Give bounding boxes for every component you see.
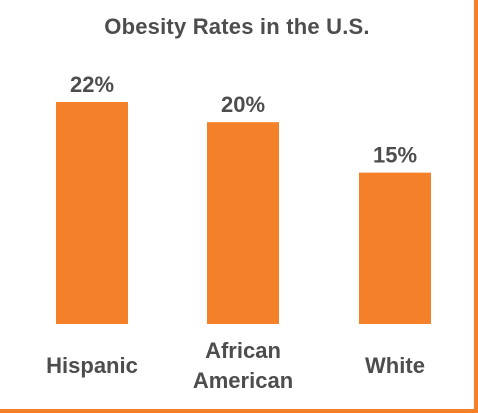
category-label: African American: [193, 338, 293, 393]
bar-african-american: [207, 122, 279, 324]
bar-value-label: 15%: [373, 143, 417, 168]
bar-value-label: 22%: [70, 72, 114, 97]
chart-title: Obesity Rates in the U.S.: [104, 14, 370, 39]
bar-value-label: 20%: [221, 92, 265, 117]
category-label: White: [365, 353, 425, 378]
bar-hispanic: [56, 102, 128, 324]
category-label: Hispanic: [46, 353, 138, 378]
bar-white: [359, 172, 431, 324]
